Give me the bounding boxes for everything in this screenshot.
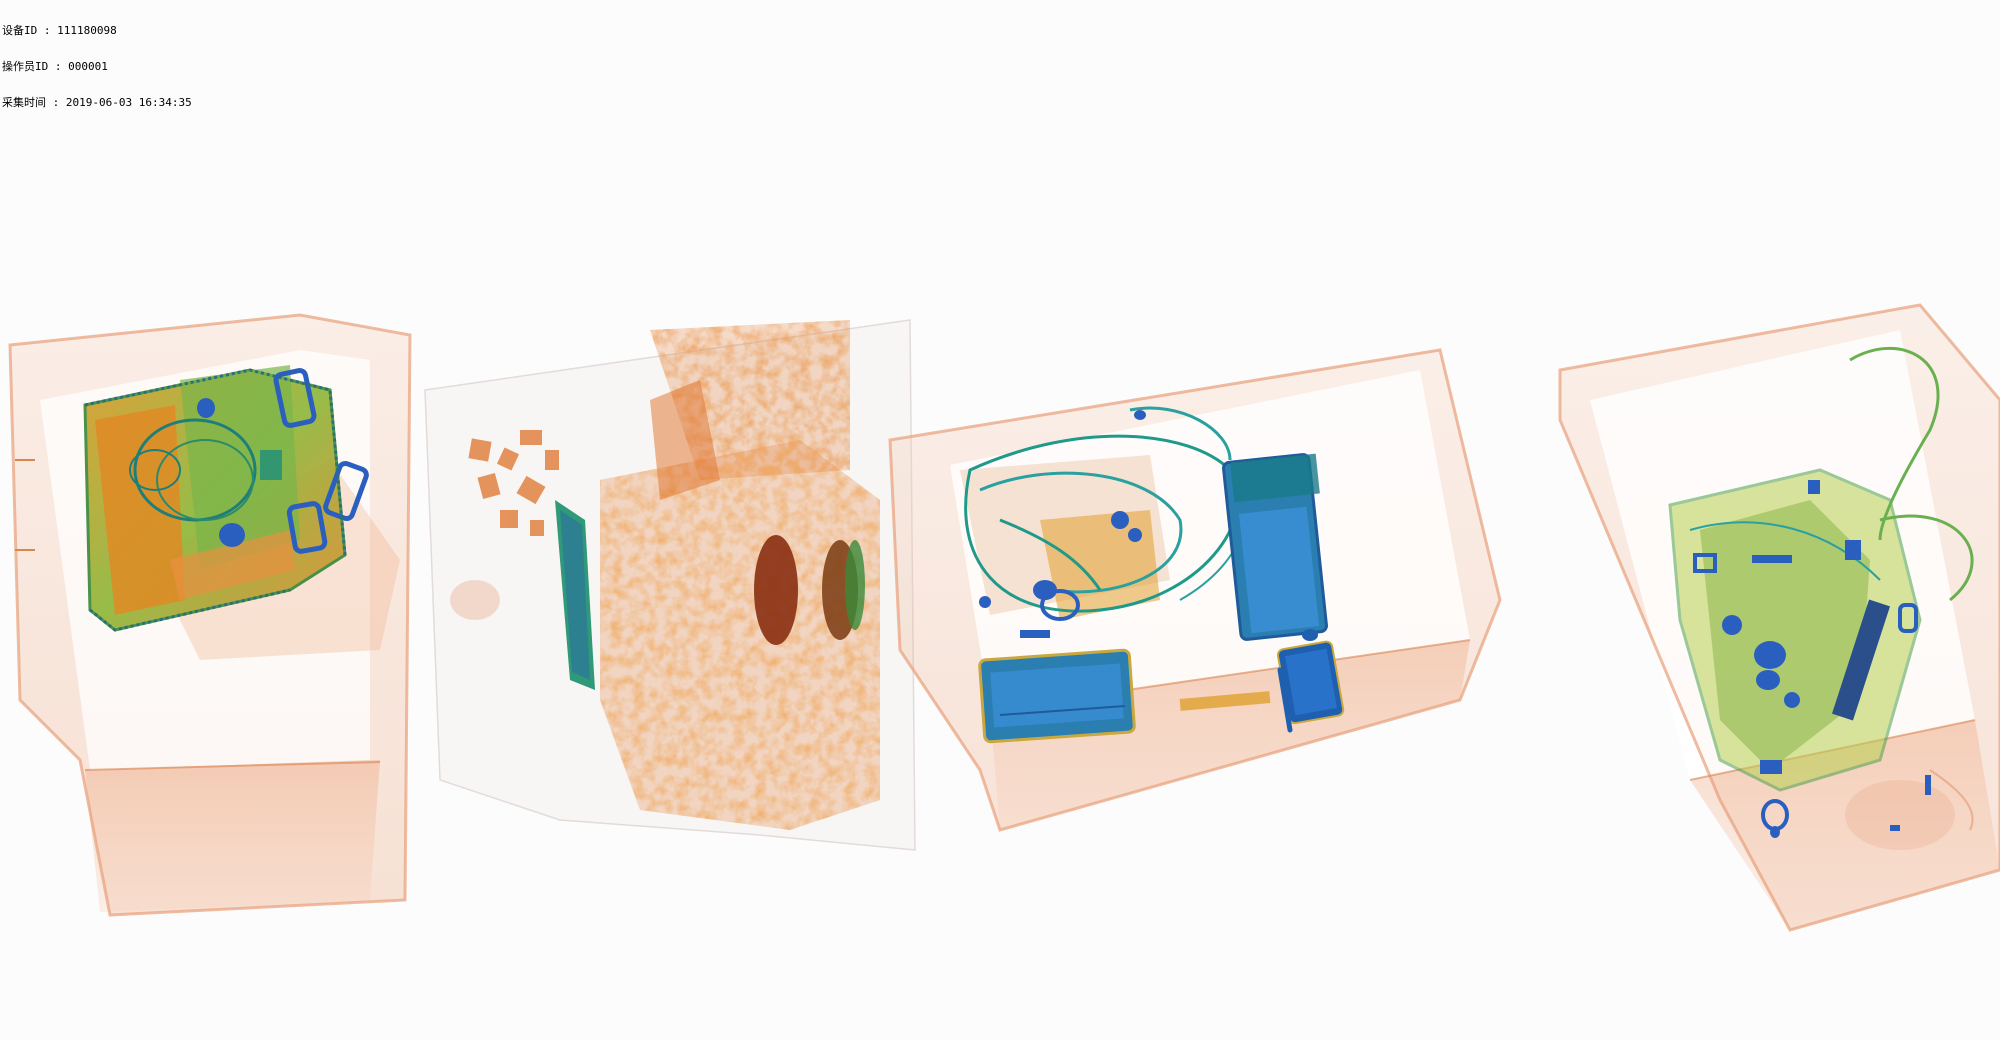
bag-4 [1668,346,1974,850]
organic-cluster [424,319,916,851]
tablet [1222,453,1328,641]
capture-time-line: 采集时间 : 2019-06-03 16:34:35 [2,96,192,109]
laptop [978,648,1136,744]
device-id-line: 设备ID : 111180098 [2,24,117,37]
cables [960,406,1247,638]
scan-metadata: 设备ID : 111180098 操作员ID : 000001 采集时间 : 2… [2,1,192,133]
operator-id-line: 操作员ID : 000001 [2,60,108,73]
backpack-1 [83,365,369,632]
phone [1179,629,1345,733]
